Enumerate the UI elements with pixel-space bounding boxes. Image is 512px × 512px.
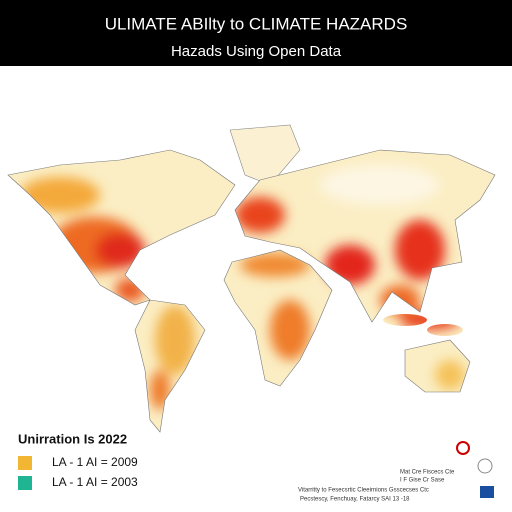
legend-label: LA - 1 AI = 2009 (52, 455, 138, 469)
footnote: Mat Cre Fiscecs Cte I F Gise Cr Sase Vitar… (298, 470, 455, 503)
logo (456, 441, 494, 498)
footnote-line: I F Gise Cr Sase (400, 478, 445, 484)
subtitle: Hazads Using Open Data (171, 43, 342, 60)
legend-label: LA - 1 AI = 2003 (52, 475, 138, 489)
legend-swatch (18, 476, 32, 490)
header-bar (0, 0, 512, 66)
world-map (7, 124, 496, 433)
footnote-line: Pecstescy, Fenchuay, Fatarcy SAI 13 -18 (300, 497, 410, 503)
hazard-heat (20, 165, 465, 410)
coastlines (7, 149, 496, 433)
legend-swatch (18, 456, 32, 470)
greenland (229, 124, 301, 186)
footnote-line: Mat Cre Fiscecs Cte (400, 470, 455, 476)
footnote-line: Vitarritty to Fesecsrtic Cleeirnions Gss… (298, 488, 429, 494)
title: ULIMATE ABIlty to CLIMATE HAZARDS (105, 14, 408, 33)
legend-title: Unirration Is 2022 (18, 431, 127, 446)
legend: LA - 1 AI = 2009 LA - 1 AI = 2003 (18, 455, 138, 490)
